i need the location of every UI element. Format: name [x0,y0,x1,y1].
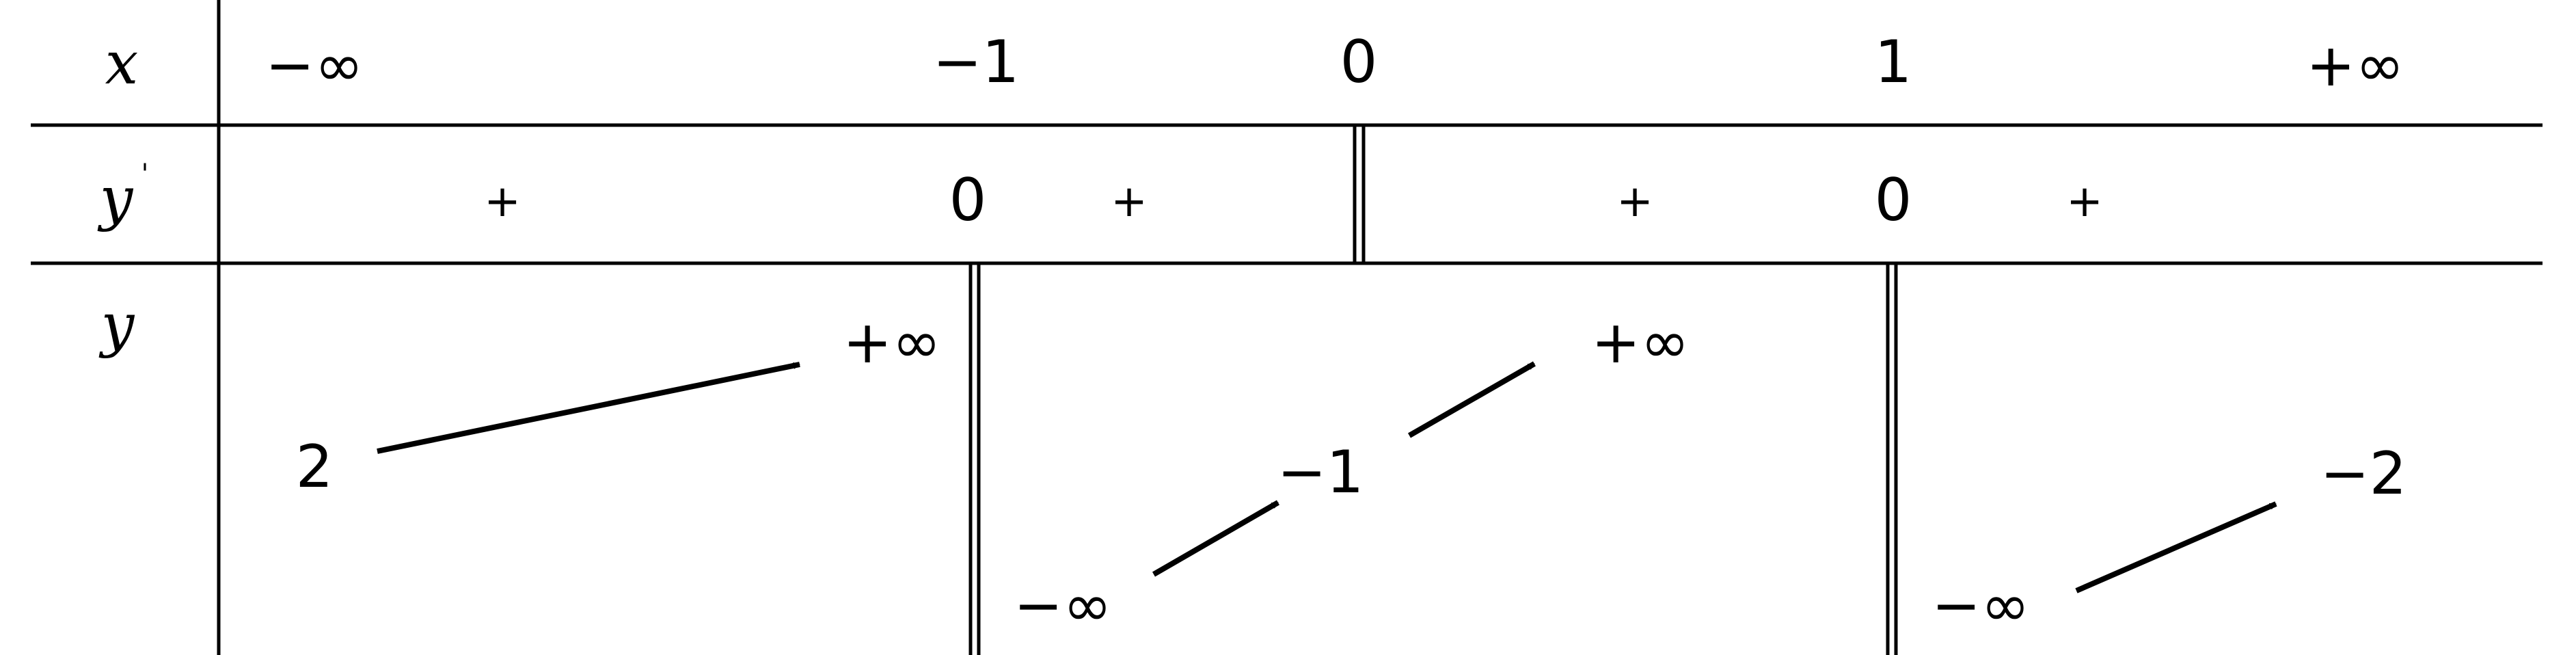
y-value-right-1: −∞ [1931,572,2030,640]
arrow-increasing-4 [2075,501,2277,593]
x-value-0: 0 [1340,28,1378,96]
arrow-increasing-1 [377,362,800,454]
x-value-1: 1 [1875,28,1912,96]
x-value-minus-1: −1 [933,28,1020,96]
arrow-increasing-3 [1408,361,1536,438]
arrow-increasing-2 [1152,500,1279,577]
double-bar-x1-function [1886,263,1898,655]
x-value-neg-inf: −∞ [265,31,364,100]
row-label-y: y [98,291,135,360]
y-value-left-1: +∞ [1591,308,1690,377]
y-value-right-minus1: −∞ [1014,572,1112,640]
row-label-y-prime: y [97,165,134,233]
derivative-sign-2: + [1111,176,1148,227]
y-value-end: −2 [2320,440,2407,508]
derivative-zero-minus-1: 0 [949,166,987,235]
derivative-sign-1: + [484,176,521,227]
derivative-sign-3: + [1616,176,1653,227]
y-value-at-zero: −1 [1277,438,1364,507]
row-label-x: x [105,29,139,98]
double-bar-x0-derivative [1353,125,1366,263]
double-bar-xminus1-function [968,263,981,655]
y-value-start: 2 [296,433,334,501]
prime-mark: ' [141,159,149,190]
derivative-sign-4: + [2066,176,2103,227]
x-value-pos-inf: +∞ [2306,31,2404,100]
derivative-zero-1: 0 [1875,166,1912,235]
y-value-left-minus1: +∞ [843,308,941,377]
